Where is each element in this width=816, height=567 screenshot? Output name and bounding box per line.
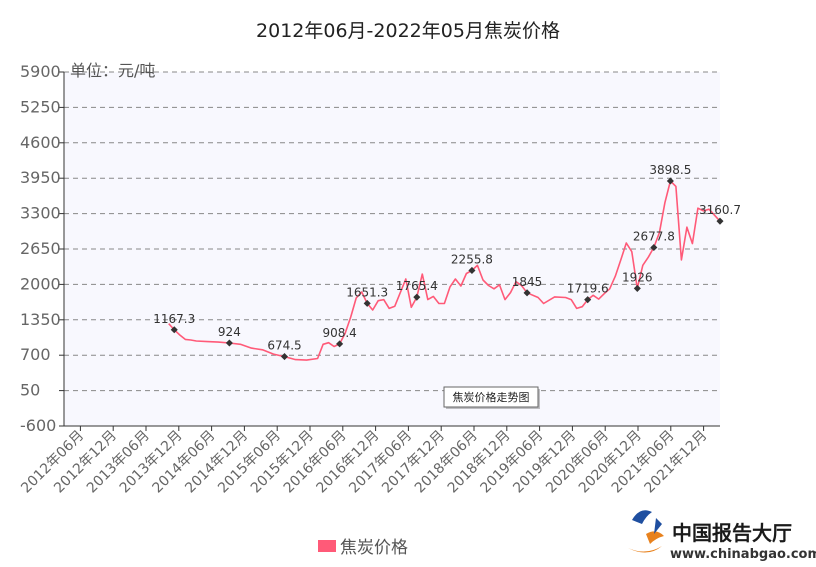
data-label: 1719.6 <box>567 282 609 296</box>
data-label: 1167.3 <box>153 312 195 326</box>
data-point-marker <box>468 266 476 275</box>
data-label: 1765.4 <box>396 279 438 293</box>
data-label: 924 <box>218 325 241 339</box>
series-line <box>168 180 721 361</box>
data-point-marker <box>584 296 592 304</box>
data-label: 2255.8 <box>451 252 493 266</box>
data-label: 3160.7 <box>699 203 741 217</box>
watermark-name: 中国报告大厅 <box>672 521 792 545</box>
data-point-marker <box>523 289 531 297</box>
series-layer <box>168 180 721 361</box>
tooltip: 焦炭价格走势图 <box>443 386 540 409</box>
data-point-marker <box>666 177 674 185</box>
x-axis: 2012年06月2012年12月2013年06月2013年12月2014年06月… <box>18 425 720 496</box>
y-tick-label: 2000 <box>20 274 61 293</box>
data-point-marker <box>633 284 641 292</box>
watermark-logo: 中国报告大厅 www.chinabgao.com <box>628 510 816 562</box>
data-point-marker <box>280 353 289 361</box>
data-label: 674.5 <box>267 339 301 353</box>
markers-layer <box>170 177 724 361</box>
grid-lines <box>64 71 720 392</box>
data-label: 3898.5 <box>649 163 691 177</box>
data-label: 2677.8 <box>633 229 675 243</box>
data-point-marker <box>716 217 724 225</box>
y-tick-label: 5900 <box>20 62 61 81</box>
y-tick-label: 5250 <box>20 97 61 116</box>
data-labels-layer: 1167.3 924 674.5 908.4 1651.3 1765.4 2255.8 184… <box>153 163 741 353</box>
y-tick-label: 700 <box>20 345 51 364</box>
data-label: 908.4 <box>322 326 356 340</box>
data-point-marker <box>336 340 344 348</box>
tooltip-text: 焦炭价格走势图 <box>453 390 530 404</box>
data-label: 1651.3 <box>346 285 388 299</box>
data-label: 1845 <box>512 275 543 289</box>
y-tick-label: 3300 <box>20 204 61 223</box>
y-axis-label: 单位：元/吨 <box>70 61 155 80</box>
data-point-marker <box>413 293 421 301</box>
y-tick-label: 1350 <box>20 310 61 329</box>
data-point-marker <box>225 339 233 347</box>
y-tick-label: 3950 <box>20 168 61 187</box>
legend-swatch <box>318 540 336 552</box>
data-label: 1926 <box>622 270 653 284</box>
data-point-marker <box>170 326 178 334</box>
y-tick-label: 4600 <box>20 133 61 152</box>
data-point-marker <box>650 243 658 252</box>
y-tick-label: 2650 <box>20 239 61 258</box>
legend: 焦炭价格 <box>318 538 408 558</box>
data-point-marker <box>363 299 371 307</box>
y-tick-label: -600 <box>20 416 56 435</box>
y-tick-label: 50 <box>20 381 40 400</box>
watermark-url: www.chinabgao.com <box>670 547 816 562</box>
chinabgao-logo-icon <box>628 510 664 553</box>
y-axis: -600 50 700 1350 2000 2650 3300 3950 4600 5250 590… <box>20 62 65 435</box>
legend-label: 焦炭价格 <box>340 538 408 558</box>
chart-title: 2012年06月-2022年05月焦炭价格 <box>256 20 560 42</box>
